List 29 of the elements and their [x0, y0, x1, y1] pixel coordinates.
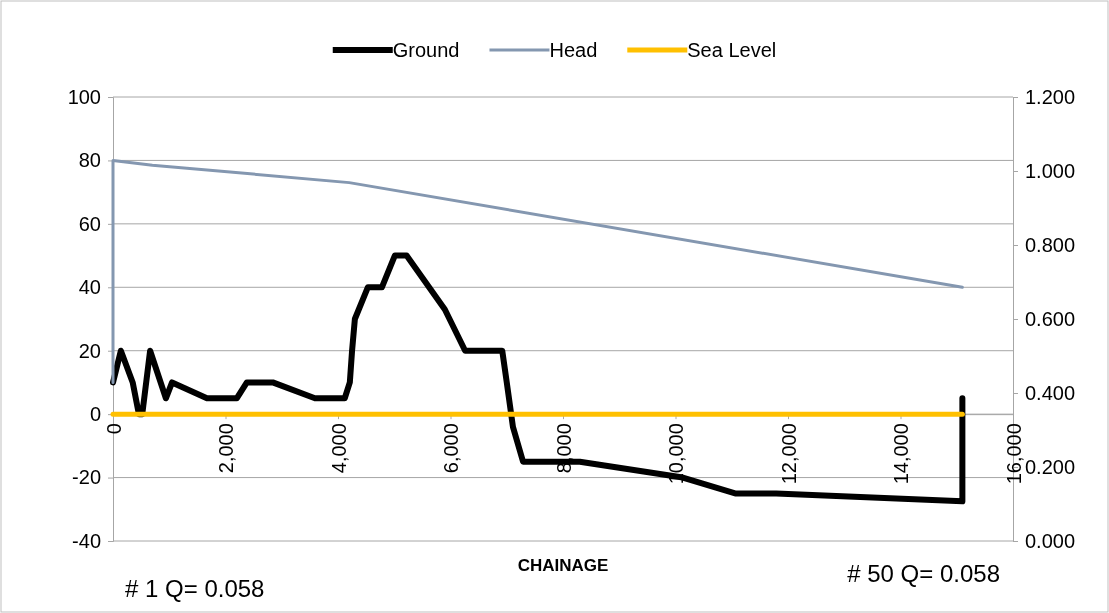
y2-tick-label: 1.000: [1025, 159, 1076, 182]
x-tick-label: 4,000: [327, 423, 350, 474]
y-tick-label: 20: [78, 339, 101, 362]
y-tick-label: 100: [67, 85, 101, 108]
text: # 50 Q= 0.058: [847, 560, 1000, 587]
y2-tick-label: 0.800: [1025, 233, 1076, 256]
y-tick-label: 80: [78, 149, 101, 172]
x-tick-label: 2,000: [215, 423, 237, 474]
legend-label: Ground: [392, 39, 460, 61]
y-tick-label: 40: [78, 276, 101, 299]
y2-tick-label: 1.200: [1025, 85, 1076, 108]
legend-label: Head: [549, 39, 598, 61]
x-axis-title: CHAINAGE: [517, 556, 609, 575]
x-tick-label: 12,000: [777, 423, 800, 485]
line-series: [111, 158, 964, 384]
y2-tick-label: 0.600: [1025, 307, 1076, 330]
y2-tick-label: 0.000: [1025, 529, 1076, 552]
x-tick-label: 0: [102, 423, 125, 435]
legend-label: Sea Level: [687, 39, 777, 61]
y-tick-label: 60: [78, 212, 101, 235]
text: # 1 Q= 0.058: [125, 575, 265, 602]
y2-tick-label: 0.200: [1025, 455, 1076, 478]
y-tick-label: 0: [89, 403, 101, 426]
y-tick-label: -20: [72, 466, 101, 489]
x-tick-label: 14,000: [890, 423, 912, 485]
y2-tick-label: 0.400: [1025, 381, 1076, 404]
x-tick-label: 16,000: [1002, 423, 1025, 485]
y-tick-label: -40: [72, 529, 101, 552]
x-tick-label: 6,000: [440, 423, 462, 474]
